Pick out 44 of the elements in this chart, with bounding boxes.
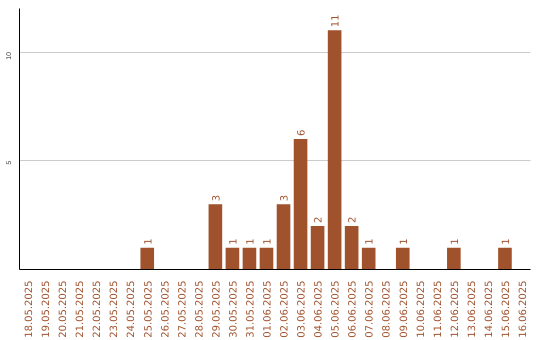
x-tick-label: 31.05.2025 [245, 280, 256, 338]
x-tick-label: 22.05.2025 [92, 280, 104, 338]
x-tick-label: 02.06.2025 [280, 280, 291, 338]
x-tick-label: 30.05.2025 [228, 280, 240, 338]
data-label: 3 [211, 194, 222, 202]
x-tick-label: 03.06.2025 [296, 280, 308, 338]
data-label: 1 [262, 238, 274, 245]
x-tick-label: 18.05.2025 [24, 280, 36, 338]
x-tick-label: 26.05.2025 [160, 280, 172, 338]
x-tick-label: 21.05.2025 [75, 280, 86, 338]
data-label: 1 [228, 238, 240, 245]
x-tick-label: 27.05.2025 [177, 280, 188, 338]
x-tick-label: 05.06.2025 [330, 280, 342, 338]
data-label: 6 [296, 130, 308, 136]
data-label: 2 [314, 216, 325, 223]
x-tick-label: 12.06.2025 [450, 280, 461, 338]
x-tick-label: 23.05.2025 [109, 280, 120, 338]
x-tick-label: 28.05.2025 [194, 280, 206, 338]
data-label: 3 [280, 194, 291, 202]
x-tick-label: 10.06.2025 [416, 280, 427, 338]
x-tick-label: 25.05.2025 [143, 280, 154, 338]
data-label: 1 [450, 238, 461, 245]
x-tick-label: 07.06.2025 [364, 280, 376, 338]
data-label: 11 [330, 14, 342, 28]
x-tick-label: 19.05.2025 [41, 280, 52, 338]
x-tick-label: 09.06.2025 [398, 280, 410, 338]
data-label: 1 [245, 238, 256, 245]
x-tick-label: 13.06.2025 [466, 280, 478, 338]
x-tick-label: 08.06.2025 [382, 280, 393, 338]
x-tick-label: 04.06.2025 [314, 280, 325, 338]
x-tick-label: 15.06.2025 [500, 280, 512, 338]
x-tick-label: 20.05.2025 [58, 280, 70, 338]
x-tick-label: 24.05.2025 [126, 280, 138, 338]
x-tick-label: 14.06.2025 [484, 280, 495, 338]
x-tick-label: 01.06.2025 [262, 280, 274, 338]
data-label: 1 [364, 238, 376, 245]
data-label: 1 [398, 238, 410, 245]
x-tick-label: 16.06.2025 [518, 280, 529, 338]
x-tick-label: 11.06.2025 [432, 280, 444, 338]
data-label: 1 [500, 238, 512, 245]
x-tick-label: 06.06.2025 [348, 280, 359, 338]
data-label: 1 [143, 238, 154, 245]
data-label: 2 [348, 216, 359, 223]
x-tick-label: 29.05.2025 [211, 280, 222, 338]
